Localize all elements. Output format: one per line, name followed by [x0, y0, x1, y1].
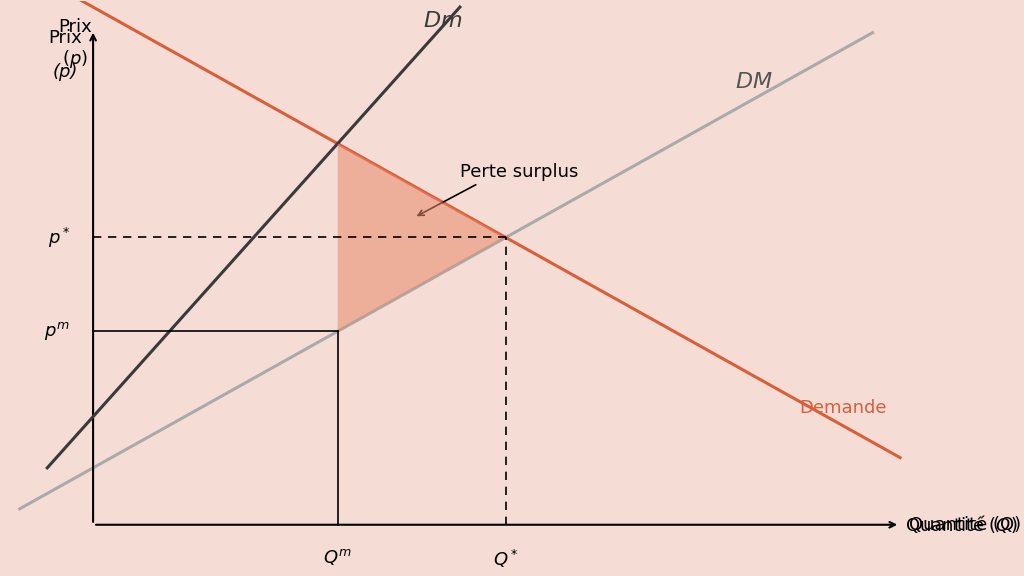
Text: $p^*$: $p^*$: [47, 225, 71, 249]
Text: (p): (p): [53, 63, 78, 81]
Text: $(p)$: $(p)$: [61, 48, 88, 70]
Text: Perte surplus: Perte surplus: [460, 163, 579, 181]
Text: Demande: Demande: [799, 399, 887, 417]
Text: Prix: Prix: [49, 29, 83, 47]
Text: Quantité (Q): Quantité (Q): [909, 516, 1021, 534]
Text: Quantité $(Q)$: Quantité $(Q)$: [904, 514, 1017, 535]
Text: $p^m$: $p^m$: [44, 320, 71, 342]
Text: $Q^*$: $Q^*$: [493, 548, 518, 570]
Text: $Q^m$: $Q^m$: [324, 548, 352, 567]
Text: $\mathit{DM}$: $\mathit{DM}$: [735, 73, 773, 92]
Text: Prix: Prix: [58, 17, 91, 36]
Text: $\mathit{Dm}$: $\mathit{Dm}$: [423, 11, 463, 31]
